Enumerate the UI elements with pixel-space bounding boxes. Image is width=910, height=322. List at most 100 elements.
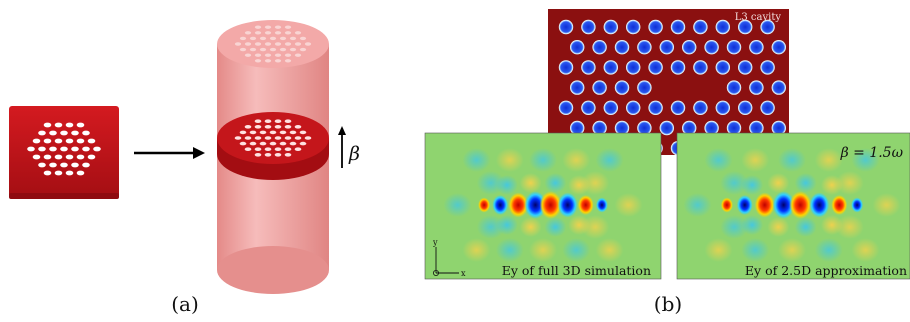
disk-hole [274, 136, 282, 140]
cavity-hole [704, 120, 719, 136]
disk-hole [274, 125, 282, 129]
cavity-hole [726, 80, 742, 95]
field-2-5d-lobe [736, 195, 753, 215]
slab-hole [32, 154, 41, 160]
field-3d-ripple [562, 148, 591, 172]
disk-hole [284, 119, 292, 123]
disk-hole [304, 136, 312, 140]
field-3d-ripple [562, 238, 591, 262]
disk-hole [234, 136, 242, 140]
disk-hole [269, 130, 277, 135]
top-hole [244, 53, 252, 57]
beta-arrow [338, 126, 346, 168]
cavity-hole [682, 120, 697, 136]
cavity-hole [614, 40, 630, 55]
cavity-hole [738, 19, 753, 35]
field-2-5d-ripple [720, 171, 749, 195]
top-hole [274, 31, 282, 35]
cavity-hole [626, 60, 641, 75]
cavity-hole [614, 80, 630, 95]
disk-hole [279, 141, 287, 146]
field-3d-halo [495, 215, 518, 235]
field-2-5d-ripple [835, 215, 864, 239]
slab-hole [76, 122, 85, 128]
disk-hole [264, 153, 272, 157]
cavity-label: L3 cavity [735, 12, 782, 23]
disk-hole [254, 153, 262, 157]
field-2-5d-ripple [720, 215, 749, 239]
top-hole [279, 47, 287, 52]
field-2-5d-ripple [704, 238, 733, 262]
slab-hole [54, 154, 63, 160]
slab-hole [76, 138, 85, 144]
panel-a-caption: (a) [171, 292, 199, 316]
cavity-hole [693, 60, 708, 75]
field-3d-pattern [443, 148, 643, 262]
top-hole [264, 42, 272, 46]
disk-hole [264, 136, 272, 140]
field-2-5d-lobe [772, 191, 795, 219]
field-3d-halo [519, 173, 542, 193]
left-field-caption: Ey of full 3D simulation [502, 263, 651, 278]
top-hole [249, 47, 257, 52]
disk-hole [279, 130, 287, 135]
top-hole [294, 53, 302, 57]
slab-hole [87, 138, 96, 144]
disk-hole [284, 147, 292, 151]
cavity-hole [603, 60, 618, 75]
field-2-5d-ripple [741, 148, 770, 172]
cavity-hole [592, 80, 607, 95]
cavity-hole [738, 100, 753, 116]
axis-x-label: x [461, 269, 466, 278]
slab-hole [38, 162, 46, 168]
slab-hole [49, 130, 57, 136]
field-2-5d-lobe [809, 192, 830, 218]
panel-b: L3 cavity y x Ey of full 3D simulation β… [424, 9, 910, 316]
disk-hole [274, 153, 282, 157]
slab-hole [65, 122, 74, 128]
cavity-hole [581, 19, 596, 35]
cavity-hole [670, 100, 686, 116]
field-3d-ripple [443, 193, 472, 217]
field-2-5d-pattern [683, 148, 901, 262]
field-2-5d-halo [820, 215, 843, 235]
disk-hole [284, 153, 292, 157]
field-3d-ripple [529, 238, 557, 262]
cavity-hole [726, 40, 742, 55]
cavity-hole [637, 40, 652, 55]
top-hole [274, 53, 282, 57]
field-2-5d-ripple [835, 171, 864, 195]
slab-hole [27, 146, 35, 152]
cavity-hole [760, 100, 775, 116]
top-hole [289, 47, 297, 52]
field-3d-halo [568, 215, 591, 235]
cavity-hole [648, 19, 663, 35]
field-3d-lobe [492, 195, 509, 215]
disk-hole [259, 130, 267, 135]
disk-hole [284, 136, 292, 140]
slab-hole [43, 170, 52, 176]
field-3d-ripple [529, 148, 557, 172]
top-hole [254, 42, 262, 46]
top-hole [244, 31, 252, 35]
axis-triad: y x [432, 238, 466, 278]
top-hole [244, 42, 252, 46]
field-3d-lobe [524, 191, 547, 219]
slab-hole [71, 162, 79, 168]
cavity-hole [603, 100, 618, 116]
top-hole [279, 36, 287, 41]
top-hole [269, 36, 277, 41]
disk-hole [254, 136, 262, 140]
cavity-hole [570, 40, 585, 55]
field-3d-lobe [557, 192, 578, 218]
field-3d-halo [544, 173, 567, 193]
disk-hole [259, 141, 267, 146]
field-3d-ripple [462, 238, 491, 262]
top-hole [249, 36, 257, 41]
field-3d-lobe [577, 195, 594, 215]
top-hole [294, 42, 302, 46]
slab-hole [71, 146, 79, 152]
cavity-hole-lattice [558, 19, 786, 156]
cavity-hole [749, 80, 764, 95]
